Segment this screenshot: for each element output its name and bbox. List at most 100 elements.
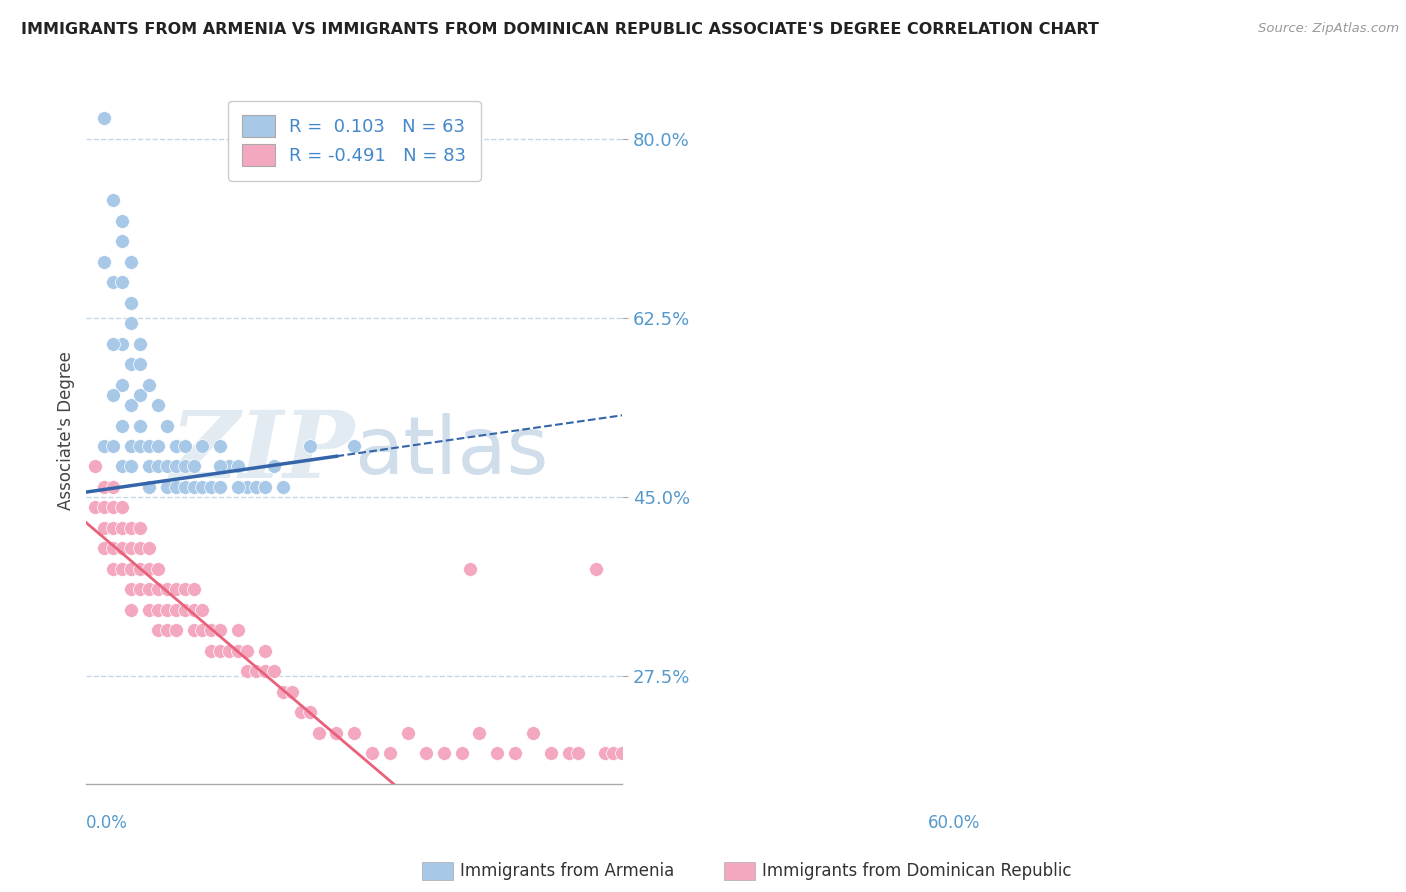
Point [183,603,205,617]
Point [450,746,472,760]
Point [93,521,115,535]
Point [209,439,232,453]
Point [93,439,115,453]
Point [209,459,232,474]
Point [156,624,179,638]
Text: 60.0%: 60.0% [928,814,980,832]
Point [129,357,152,371]
Point [138,459,160,474]
Point [111,459,134,474]
Point [138,603,160,617]
Point [93,112,115,126]
Point [343,725,366,739]
Point [253,644,276,658]
Point [281,684,304,698]
Point [415,746,437,760]
Point [138,480,160,494]
Point [165,603,187,617]
Point [146,603,169,617]
Point [191,439,214,453]
Point [120,521,142,535]
Point [93,541,115,556]
Point [183,582,205,597]
Point [111,521,134,535]
Point [271,480,294,494]
Point [200,480,222,494]
Point [120,316,142,330]
Point [120,562,142,576]
Point [101,480,124,494]
Point [271,684,294,698]
Point [503,746,526,760]
Point [361,746,384,760]
Point [111,336,134,351]
Point [101,500,124,515]
Point [567,746,589,760]
Point [120,439,142,453]
Point [146,439,169,453]
Point [191,603,214,617]
Point [129,562,152,576]
Point [468,725,491,739]
Text: Immigrants from Armenia: Immigrants from Armenia [460,862,673,880]
Point [101,275,124,289]
Point [138,541,160,556]
Point [138,562,160,576]
Point [111,377,134,392]
Point [245,480,267,494]
Point [93,254,115,268]
Y-axis label: Associate's Degree: Associate's Degree [58,351,75,510]
Point [226,624,249,638]
Text: ZIP: ZIP [170,407,354,497]
Point [612,746,634,760]
Point [101,439,124,453]
Text: Source: ZipAtlas.com: Source: ZipAtlas.com [1258,22,1399,36]
Point [558,746,581,760]
Point [111,418,134,433]
Point [173,439,195,453]
Point [200,624,222,638]
Point [138,582,160,597]
Point [146,459,169,474]
Point [460,562,482,576]
Text: Immigrants from Dominican Republic: Immigrants from Dominican Republic [762,862,1071,880]
Point [218,644,240,658]
Point [129,521,152,535]
Point [111,275,134,289]
Point [146,624,169,638]
Point [378,746,401,760]
Point [111,541,134,556]
Point [173,459,195,474]
Point [200,644,222,658]
Point [156,480,179,494]
Point [226,459,249,474]
Point [522,725,544,739]
Point [84,500,107,515]
Point [111,213,134,227]
Point [84,459,107,474]
Point [129,582,152,597]
Point [486,746,509,760]
Point [540,746,562,760]
Point [120,459,142,474]
Point [396,725,419,739]
Point [138,439,160,453]
Point [93,480,115,494]
Point [129,439,152,453]
Point [120,603,142,617]
Point [120,295,142,310]
Point [111,234,134,248]
Point [129,541,152,556]
Point [253,664,276,678]
Point [111,562,134,576]
Point [236,644,259,658]
Point [183,459,205,474]
Point [156,603,179,617]
Point [146,398,169,412]
Point [343,439,366,453]
Point [101,194,124,208]
Point [156,459,179,474]
Point [263,664,285,678]
Point [585,562,607,576]
Point [101,521,124,535]
